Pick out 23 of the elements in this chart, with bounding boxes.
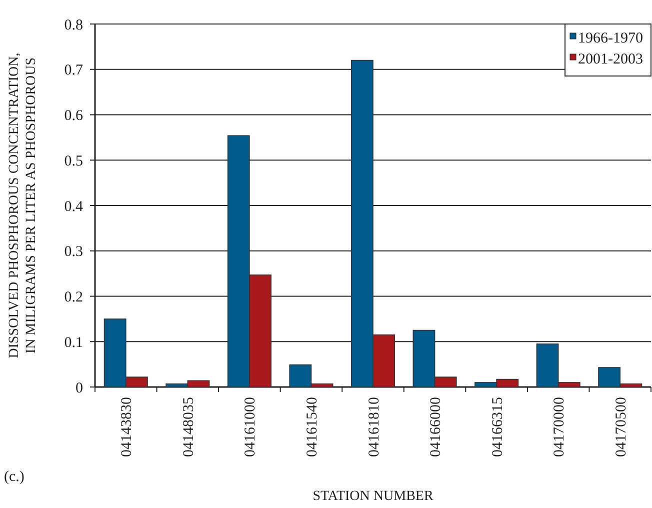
x-tick-label: 04170500	[613, 397, 630, 457]
x-tick-label: 04166000	[428, 397, 444, 457]
y-tick-label: 0.4	[64, 198, 84, 215]
y-tick-label: 0.1	[64, 334, 83, 351]
x-axis-title: STATION NUMBER	[312, 489, 434, 504]
y-tick-label: 0.7	[64, 62, 84, 79]
x-tick-label: 04166315	[490, 397, 506, 457]
y-tick-label: 0.6	[64, 108, 84, 124]
x-tick-label: 04148035	[180, 397, 197, 457]
text: (c.)	[4, 469, 24, 485]
x-tick-label: 04143830	[119, 397, 136, 457]
y-axis-title: DISSOLVED PHOSPHOROUS CONCENTRATION, IN MILIGRAMS PER LITER AS PHOSPHOROUS	[7, 52, 39, 358]
x-tick-label: 04161540	[304, 397, 320, 457]
legend-label: 1966-1970	[578, 30, 643, 46]
y-tick-label: 0.8	[64, 17, 83, 34]
x-tick-label: 04170000	[552, 397, 568, 457]
x-tick-label: 04161000	[242, 397, 259, 457]
y-tick-label: 0.5	[64, 153, 83, 170]
y-tick-label: 0.3	[64, 244, 83, 260]
legend-label: 2001-2003	[578, 51, 643, 68]
y-tick-label: 0.2	[64, 290, 83, 306]
y-tick-label: 0	[76, 380, 83, 396]
x-tick-label: 04161810	[366, 397, 382, 457]
